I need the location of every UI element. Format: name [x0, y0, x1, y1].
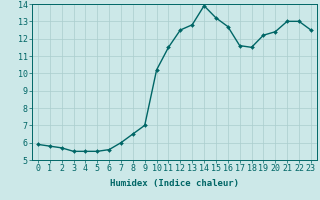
X-axis label: Humidex (Indice chaleur): Humidex (Indice chaleur): [110, 179, 239, 188]
